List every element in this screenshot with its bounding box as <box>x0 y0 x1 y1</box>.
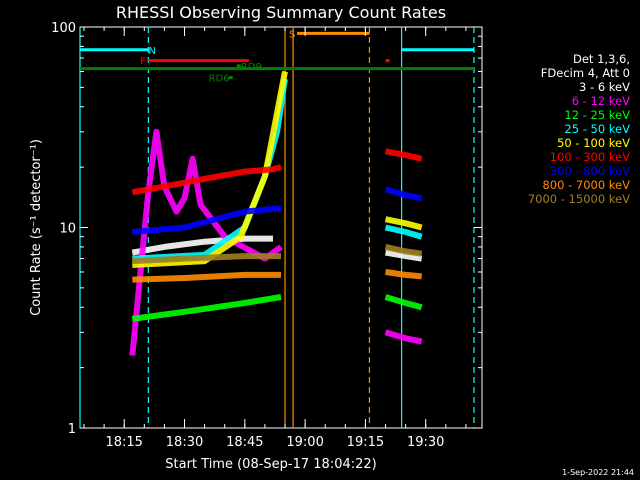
legend-header-2: FDecim 4, Att 0 <box>540 66 630 80</box>
series-line-5-segment-0 <box>131 164 282 196</box>
series-line-8-segment-1 <box>384 243 423 257</box>
flag-label-0: N <box>148 46 155 57</box>
x-tick-label-3: 19:00 <box>286 435 323 450</box>
flag-label-1: F <box>140 57 146 68</box>
y-axis-label: Count Rate (s⁻¹ detector⁻¹) <box>29 139 44 316</box>
legend-entry-2: 12 - 25 keV <box>564 108 630 122</box>
series-line-6-segment-1 <box>384 186 423 202</box>
series-line-0-segment-1 <box>384 249 423 262</box>
timestamp: 1-Sep-2022 21:44 <box>562 468 634 477</box>
legend-entry-3: 25 - 50 keV <box>564 122 630 136</box>
series-line-1-segment-0 <box>129 128 283 356</box>
flag-label-3: RD6 <box>209 73 230 84</box>
y-tick-label-2: 100 <box>51 21 76 36</box>
series-line-2-segment-0 <box>131 294 282 322</box>
x-tick-label-2: 18:45 <box>226 435 263 450</box>
legend: Det 1,3,6, FDecim 4, Att 0 3 - 6 keV 6 - … <box>528 52 630 206</box>
series-line-8-segment-0 <box>132 253 281 265</box>
y-tick-label-0: 1 <box>68 422 76 437</box>
series-line-4-segment-1 <box>384 216 423 231</box>
series-line-0-segment-0 <box>131 235 273 256</box>
flag-label-2: RD9 <box>241 62 262 73</box>
series-line-4-segment-0 <box>132 70 288 268</box>
legend-entry-8: 7000 - 15000 keV <box>527 192 630 206</box>
flag-label-4: S <box>289 29 295 40</box>
legend-entry-7: 800 - 7000 keV <box>542 178 630 192</box>
chart-title: RHESSI Observing Summary Count Rates <box>116 3 446 22</box>
series-line-7-segment-0 <box>132 271 281 283</box>
series-line-6-segment-0 <box>132 205 282 235</box>
y-tick-label-1: 10 <box>59 222 76 237</box>
x-tick-label-1: 18:30 <box>166 435 203 450</box>
legend-entry-4: 50 - 100 keV <box>557 136 630 150</box>
series-line-5-segment-1 <box>384 148 423 162</box>
legend-entry-6: 300 - 800 keV <box>549 164 630 178</box>
legend-entry-5: 100 - 300 keV <box>549 150 630 164</box>
x-tick-label-0: 18:15 <box>105 435 142 450</box>
x-axis-label: Start Time (08-Sep-17 18:04:22) <box>165 457 376 472</box>
legend-entry-0: 3 - 6 keV <box>579 80 630 94</box>
legend-entry-1: 6 - 12 keV <box>571 94 630 108</box>
x-tick-label-4: 19:15 <box>347 435 384 450</box>
series-line-2-segment-1 <box>384 294 423 311</box>
series-line-7-segment-1 <box>385 269 422 280</box>
legend-header-1: Det 1,3,6, <box>572 52 630 66</box>
x-tick-label-5: 19:30 <box>407 435 444 450</box>
series-line-3-segment-1 <box>384 224 423 240</box>
series-line-1-segment-1 <box>384 329 423 345</box>
